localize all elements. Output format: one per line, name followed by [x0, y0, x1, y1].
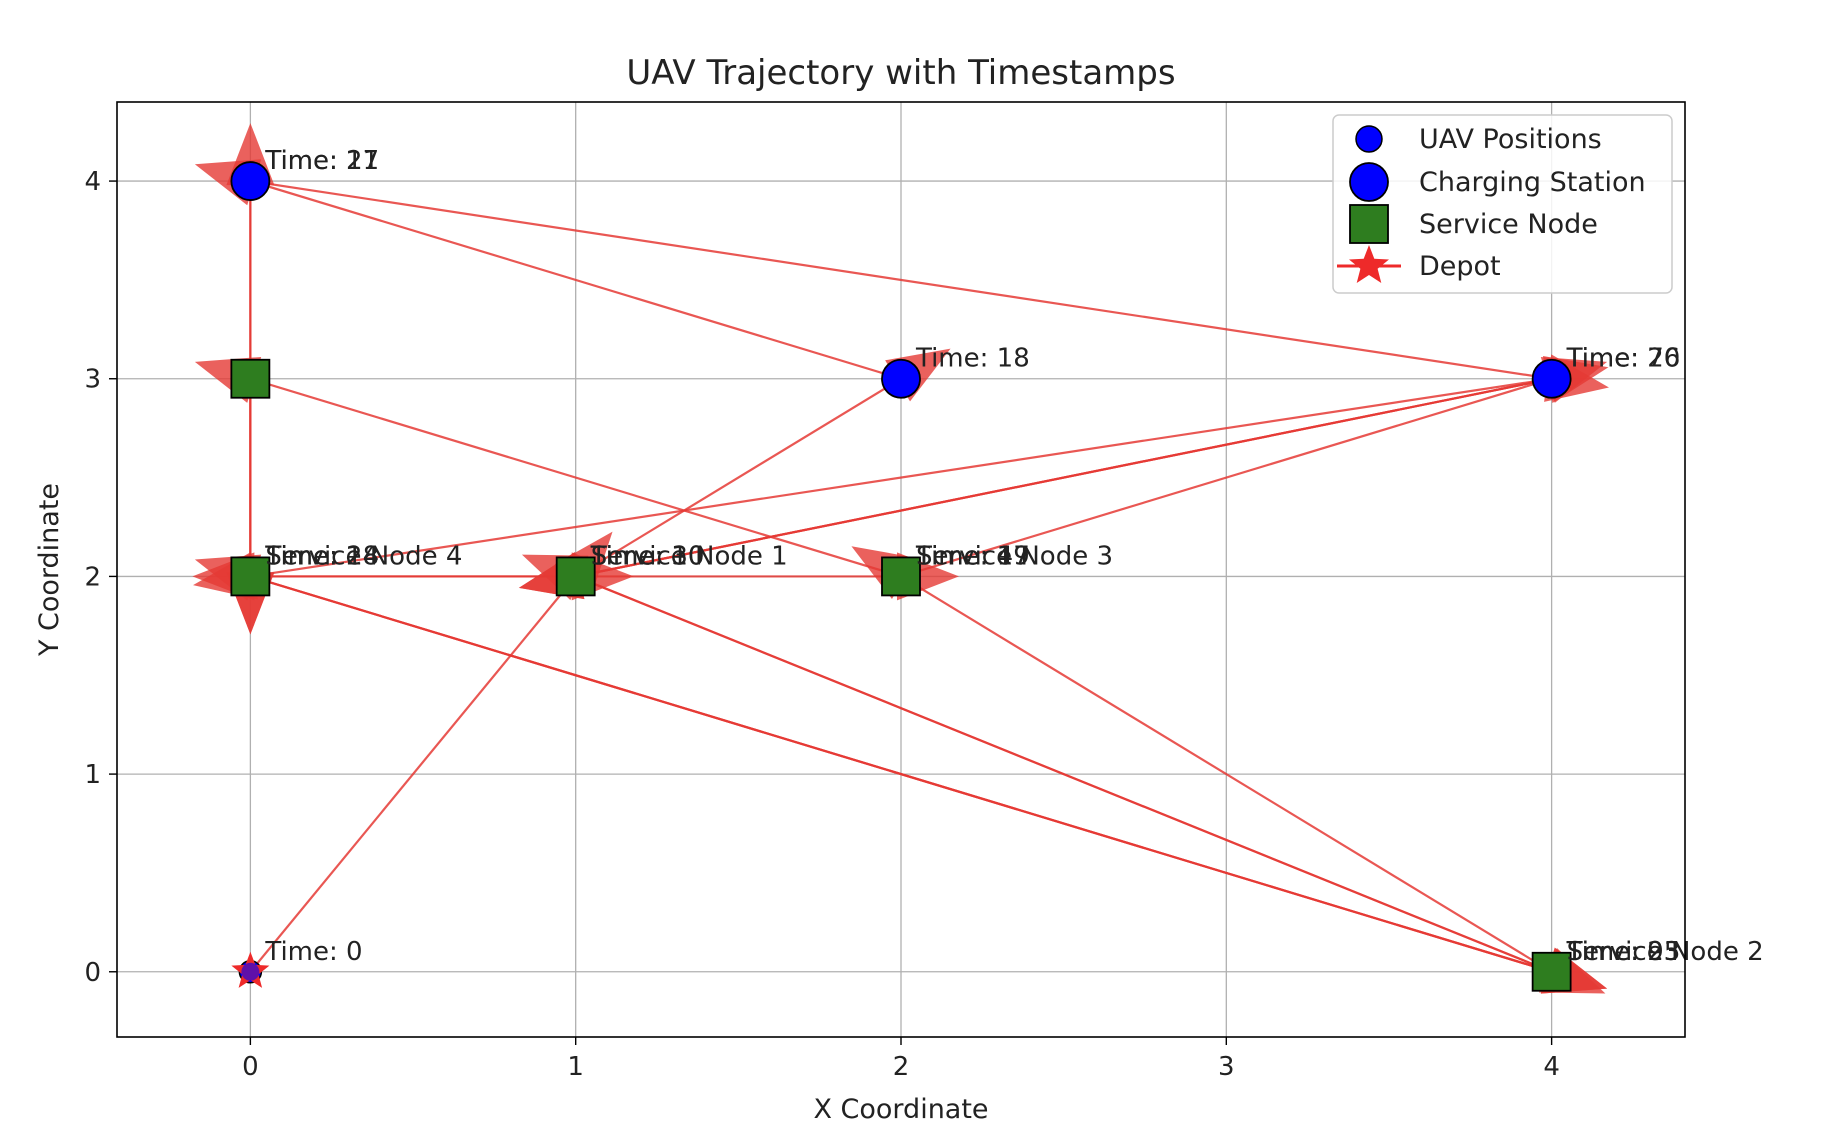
- legend-charging-icon: [1349, 162, 1389, 202]
- service-node-marker: [881, 556, 921, 597]
- service-node-marker: [555, 556, 596, 597]
- charging-station-marker: [1531, 358, 1572, 399]
- x-tick-label: 3: [1218, 1052, 1235, 1082]
- x-tick-label: 0: [242, 1052, 259, 1082]
- legend-box: [1332, 114, 1673, 294]
- timestamp-label: Time: 20: [1566, 344, 1681, 374]
- timestamp-label: Time: 28: [264, 541, 379, 571]
- timestamp-label: Time: 30: [590, 541, 705, 571]
- service-node-marker: [1531, 951, 1572, 992]
- trajectory-segment: [900, 378, 1549, 578]
- service-node-marker: [230, 358, 271, 399]
- tick-layer: 0 1 2 3 4 0 1 2 3 4: [84, 167, 1559, 1082]
- chart-title: UAV Trajectory with Timestamps: [626, 53, 1175, 93]
- y-tick-label: 4: [84, 167, 101, 197]
- timestamp-label: Service Node 2: [1567, 937, 1764, 967]
- x-tick-label: 2: [893, 1052, 910, 1082]
- legend-label: Charging Station: [1419, 167, 1646, 198]
- timestamp-label: Time: 76: [1566, 344, 1681, 374]
- timestamp-label: Time: 47: [915, 541, 1030, 571]
- y-tick-label: 0: [84, 958, 101, 988]
- timestamp-label: Time: 0: [264, 937, 362, 967]
- marker-layer: [230, 161, 1572, 992]
- trajectory-segment: [249, 578, 574, 973]
- y-tick-label: 3: [84, 365, 101, 395]
- trajectory-segment: [253, 378, 902, 578]
- legend-label: Depot: [1419, 251, 1501, 282]
- legend-label: Service Node: [1419, 209, 1598, 240]
- x-axis-title: X Coordinate: [813, 1094, 988, 1125]
- trajectory-segment: [575, 379, 899, 578]
- timestamp-label: Time: 27: [264, 146, 379, 176]
- timestamp-label: Time: 10: [590, 541, 705, 571]
- timestamp-label: Service Node 3: [916, 541, 1113, 571]
- timestamp-label: Service Node 4: [265, 541, 462, 571]
- trajectory-segment: [903, 577, 1553, 973]
- timestamp-label: Service Node 1: [591, 541, 788, 571]
- trajectory-segment: [575, 575, 1549, 972]
- legend-depot-icon: [1349, 245, 1389, 283]
- legend: UAV Positions Charging Station Service Nod…: [1332, 114, 1673, 294]
- timestamp-label: Time: 19: [915, 541, 1030, 571]
- timestamp-label: Time: 95: [1566, 937, 1681, 967]
- trajectory-segment: [253, 576, 1552, 973]
- trajectory-segment: [254, 377, 1552, 577]
- timestamp-label: Time: 18: [915, 344, 1030, 374]
- service-node-marker: [230, 556, 271, 597]
- y-tick-label: 2: [84, 562, 101, 592]
- x-tick-label: 1: [567, 1052, 584, 1082]
- x-tick-label: 4: [1543, 1052, 1560, 1082]
- y-tick-label: 1: [84, 760, 101, 790]
- depot-overlap-marker: [241, 962, 260, 981]
- trajectory-segment: [579, 377, 1552, 577]
- legend-service-icon: [1349, 204, 1389, 244]
- timestamp-label: Time: 14: [264, 541, 379, 571]
- charging-station-marker: [230, 161, 271, 201]
- trajectory-segment: [250, 179, 1548, 380]
- timestamp-label: Time: 23: [1566, 937, 1681, 967]
- legend-uav-icon: [1355, 125, 1383, 153]
- timestamp-label: Time: 11: [264, 146, 379, 176]
- legend-label: UAV Positions: [1419, 124, 1602, 155]
- charging-station-marker: [881, 358, 921, 399]
- y-axis-title: Y Coordinate: [34, 483, 65, 657]
- trajectory-segment: [253, 181, 902, 380]
